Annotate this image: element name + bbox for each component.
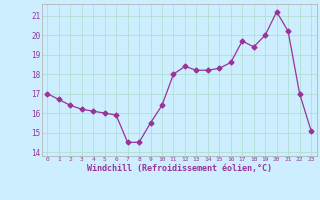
X-axis label: Windchill (Refroidissement éolien,°C): Windchill (Refroidissement éolien,°C) <box>87 164 272 173</box>
